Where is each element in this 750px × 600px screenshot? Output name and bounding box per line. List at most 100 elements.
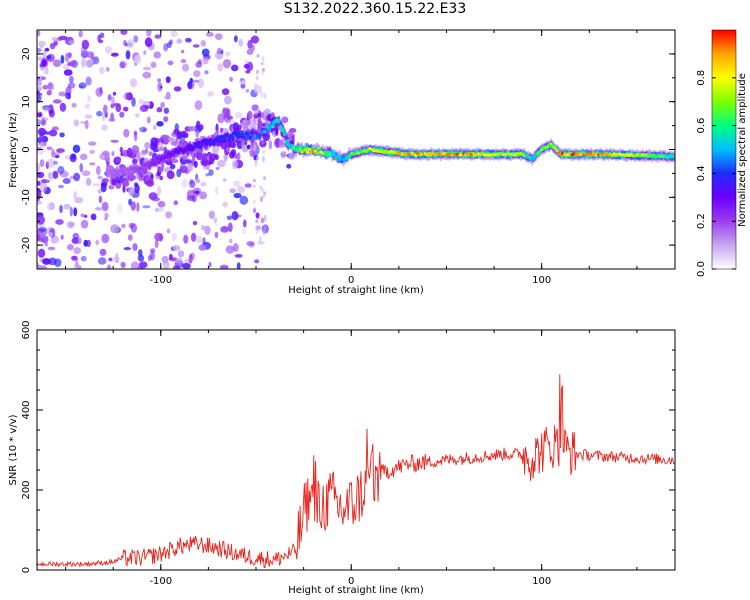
spectrogram-noise-blob [142, 71, 152, 79]
spectrogram-ridge-core [111, 168, 115, 172]
spectrogram-ridge-core [183, 147, 188, 151]
spectrogram-noise-blob [101, 112, 106, 122]
spectrogram-noise-blob [53, 160, 59, 165]
spectrogram-noise-blob [62, 178, 71, 184]
spectrogram-noise-blob [105, 66, 110, 72]
spectrogram-noise-blob [55, 219, 64, 225]
spectrogram-ridge-blob [195, 130, 200, 138]
spectrogram-ridge-core [229, 135, 233, 139]
spectrogram-noise-blob [246, 241, 255, 246]
spectrogram-ridge-blob [152, 143, 159, 150]
spectrogram-ridge-blob [122, 184, 126, 193]
spectrogram-noise-blob [39, 182, 48, 193]
spectrogram-noise-blob [222, 107, 230, 115]
spectrogram-noise-blob [231, 211, 239, 221]
spectrogram-ridge-core [216, 139, 220, 143]
snr-x-tick-label: 100 [532, 576, 551, 587]
spectrogram-ridge-core [246, 132, 250, 136]
spectrogram-noise-blob [170, 30, 178, 38]
spectrogram-noise-blob [111, 256, 120, 262]
spectrogram-noise-blob [253, 144, 257, 151]
spectrogram-noise-blob [58, 184, 64, 189]
spectrogram-noise-blob [59, 204, 63, 214]
spectrogram-noise-blob [259, 185, 263, 190]
spectrogram-noise-blob [217, 63, 224, 72]
spectrogram-x-tick-label: 100 [532, 275, 551, 286]
spectrogram-ridge-core [153, 161, 157, 165]
spectrogram-noise-blob [37, 215, 45, 225]
spectrogram-noise-blob [261, 70, 265, 76]
spectrogram-ridge-core [671, 155, 675, 158]
snr-y-tick-label: 600 [21, 320, 32, 339]
spectrogram-ridge-core [364, 149, 369, 153]
spectrogram-noise-blob [262, 194, 266, 198]
spectrogram-noise-blob [192, 44, 200, 48]
spectrogram-noise-blob [154, 239, 159, 249]
spectrogram-ridge-blob [144, 141, 151, 150]
spectrogram-noise-blob [135, 113, 140, 118]
spectrogram-noise-blob [47, 82, 53, 90]
snr-marks [37, 374, 675, 568]
spectrogram-ridge-blob [122, 180, 130, 187]
spectrogram-noise-blob [263, 214, 267, 222]
spectrogram-noise-blob [127, 39, 134, 49]
spectrogram-noise-blob [86, 59, 93, 68]
spectrogram-noise-blob [258, 236, 262, 243]
spectrogram-noise-blob [103, 104, 108, 114]
spectrogram-noise-blob [123, 128, 130, 138]
snr-series-line [37, 374, 675, 568]
spectrogram-noise-blob [78, 30, 83, 38]
spectrogram-ridge-core [555, 149, 559, 153]
spectrogram-noise-blob [257, 241, 265, 245]
spectrogram-noise-blob [72, 232, 80, 240]
spectrogram-noise-blob [159, 85, 163, 89]
spectrogram-ridge-blob [145, 179, 154, 187]
spectrogram-noise-blob [181, 49, 185, 54]
spectrogram-noise-blob [104, 212, 109, 219]
spectrogram-noise-blob [231, 159, 238, 170]
spectrogram-noise-blob [134, 54, 142, 65]
spectrogram-ridge-blob [288, 152, 296, 160]
spectrogram-ridge-core [233, 132, 237, 136]
spectrogram-noise-blob [227, 222, 233, 233]
spectrogram-noise-blob [185, 37, 192, 43]
spectrogram-noise-blob [42, 85, 49, 90]
spectrogram-ridge-core [342, 155, 346, 159]
spectrogram-noise-blob [130, 261, 140, 269]
spectrogram-noise-blob [194, 100, 203, 111]
spectrogram-noise-blob [214, 231, 219, 239]
spectrogram-noise-blob [262, 68, 265, 72]
spectrogram-noise-blob [163, 116, 169, 123]
figure-title: S132.2022.360.15.22.E33 [283, 1, 467, 17]
spectrogram-noise-blob [156, 107, 163, 113]
colorbar-tick-label: 0.2 [696, 213, 707, 229]
snr-x-tick-label: 0 [348, 576, 354, 587]
spectrogram-noise-blob [250, 35, 260, 44]
spectrogram-ridge-blob [289, 128, 297, 133]
spectrogram-noise-blob [195, 235, 203, 244]
spectrogram-ridge-blob [131, 145, 140, 155]
spectrogram-noise-blob [38, 40, 46, 47]
spectrogram-noise-blob [239, 80, 247, 85]
spectrogram-noise-blob [205, 173, 210, 177]
spectrogram-noise-blob [171, 232, 177, 242]
spectrogram-y-tick-label: -20 [21, 237, 32, 253]
spectrogram-noise-blob [92, 183, 101, 187]
spectrogram-ridge-core [286, 143, 290, 147]
spectrogram-noise-blob [146, 30, 152, 37]
snr-axes: -100 0 100 0 200 400 600 [21, 320, 675, 587]
spectrogram-noise-blob [188, 253, 193, 264]
spectrogram-noise-blob [131, 97, 136, 107]
spectrogram-noise-blob [99, 66, 105, 75]
spectrogram-noise-blob [58, 35, 68, 41]
snr-y-label: SNR (10 * v/v) [8, 414, 19, 485]
spectrogram-noise-blob [262, 129, 266, 134]
spectrogram-noise-blob [101, 201, 109, 212]
snr-plot-area [37, 330, 675, 570]
spectrogram-noise-blob [46, 146, 53, 151]
spectrogram-ridge-core [176, 151, 180, 155]
spectrogram-noise-blob [254, 109, 258, 117]
spectrogram-noise-blob [208, 210, 216, 220]
